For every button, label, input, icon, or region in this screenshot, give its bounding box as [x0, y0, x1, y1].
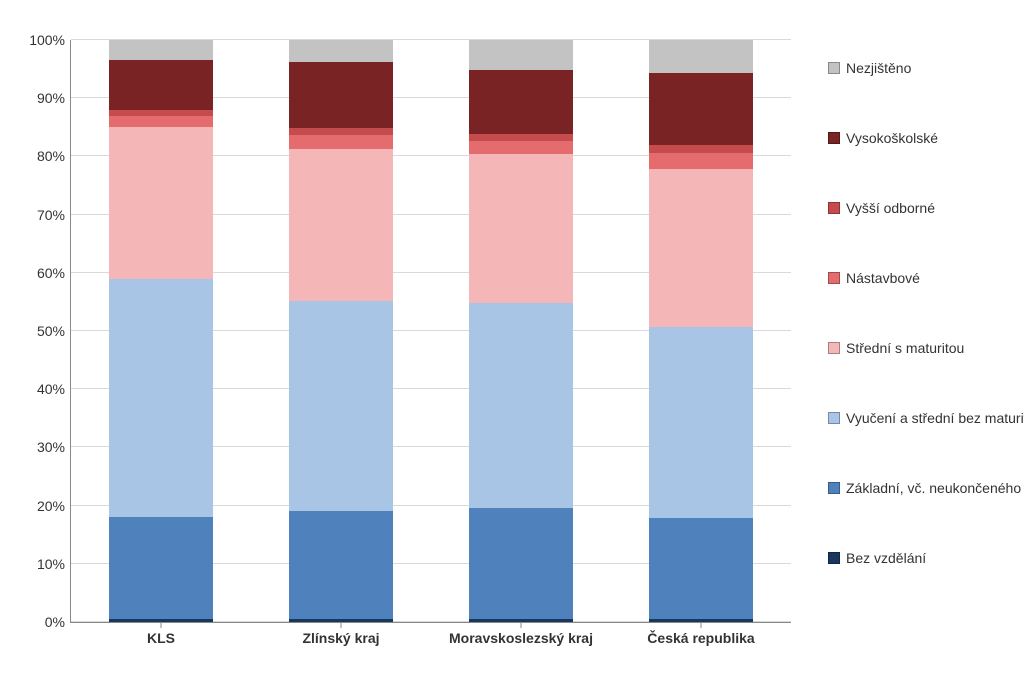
- bar-segment-zakladni: [109, 517, 213, 619]
- legend-swatch-zakladni: [828, 482, 840, 494]
- y-axis-tick-label: 20%: [37, 498, 71, 514]
- y-axis-tick-label: 90%: [37, 90, 71, 106]
- y-axis-tick-label: 100%: [29, 32, 71, 48]
- y-axis-tick-label: 70%: [37, 207, 71, 223]
- bar-segment-vysokoskolske: [289, 62, 393, 129]
- legend-item-vysokoskolske: Vysokoškolské: [828, 130, 938, 146]
- bar-segment-nastavbove: [289, 135, 393, 148]
- x-axis-tick-label: Česká republika: [647, 622, 754, 646]
- bar-segment-zakladni: [469, 508, 573, 619]
- bar-segment-vyuceni_stredni: [649, 327, 753, 518]
- legend-swatch-stredni_maturita: [828, 342, 840, 354]
- bar-segment-stredni_maturita: [109, 127, 213, 278]
- bar-segment-nezjisteno: [649, 40, 753, 73]
- legend-swatch-bez_vzdelani: [828, 552, 840, 564]
- legend-label: Bez vzdělání: [846, 550, 926, 566]
- bar-segment-nastavbove: [109, 116, 213, 128]
- legend-item-nastavbove: Nástavbové: [828, 270, 920, 286]
- bar-column: [649, 40, 753, 622]
- legend-item-zakladni: Základní, vč. neukončeného: [828, 480, 1021, 496]
- bar-segment-zakladni: [649, 518, 753, 619]
- legend-label: Vyučení a střední bez maturity: [846, 410, 1024, 426]
- bar-segment-nezjisteno: [289, 40, 393, 62]
- legend-label: Vyšší odborné: [846, 200, 935, 216]
- legend-swatch-nezjisteno: [828, 62, 840, 74]
- legend-label: Nezjištěno: [846, 60, 911, 76]
- bar-segment-nezjisteno: [109, 40, 213, 60]
- bar-segment-vyuceni_stredni: [109, 279, 213, 517]
- bar-segment-nastavbove: [469, 141, 573, 154]
- bar-segment-nezjisteno: [469, 40, 573, 70]
- bar-segment-stredni_maturita: [469, 154, 573, 303]
- x-axis-tick-label: KLS: [147, 622, 175, 646]
- legend-item-bez_vzdelani: Bez vzdělání: [828, 550, 926, 566]
- bar-segment-vyssi_odborne: [289, 128, 393, 135]
- legend-item-vyssi_odborne: Vyšší odborné: [828, 200, 935, 216]
- legend-item-vyuceni_stredni: Vyučení a střední bez maturity: [828, 410, 1024, 426]
- bar-column: [109, 40, 213, 622]
- chart-container: 0% 10% 20% 30% 40% 50% 60% 70% 80% 90% 100% KLS Zlín…: [0, 0, 1024, 682]
- bar-segment-vyssi_odborne: [469, 134, 573, 141]
- x-axis-tick-label: Zlínský kraj: [302, 622, 379, 646]
- x-axis-tick-label: Moravskoslezský kraj: [449, 622, 593, 646]
- legend-swatch-vyuceni_stredni: [828, 412, 840, 424]
- y-axis-tick-label: 10%: [37, 556, 71, 572]
- bar-segment-vyuceni_stredni: [469, 303, 573, 508]
- legend-swatch-vyssi_odborne: [828, 202, 840, 214]
- bar-segment-vysokoskolske: [109, 60, 213, 109]
- legend-swatch-nastavbove: [828, 272, 840, 284]
- bar-segment-vyuceni_stredni: [289, 301, 393, 511]
- y-axis-tick-label: 0%: [45, 614, 71, 630]
- bar-segment-vysokoskolske: [649, 73, 753, 146]
- legend-label: Nástavbové: [846, 270, 920, 286]
- bar-column: [469, 40, 573, 622]
- y-axis-tick-label: 50%: [37, 323, 71, 339]
- bar-column: [289, 40, 393, 622]
- bar-segment-nastavbove: [649, 153, 753, 169]
- legend-label: Střední s maturitou: [846, 340, 964, 356]
- bar-segment-vyssi_odborne: [109, 110, 213, 116]
- bar-segment-stredni_maturita: [289, 149, 393, 301]
- legend-item-nezjisteno: Nezjištěno: [828, 60, 911, 76]
- plot-area: 0%10%20%30%40%50%60%70%80%90%100%KLSZlín…: [70, 40, 791, 623]
- y-axis-tick-label: 40%: [37, 381, 71, 397]
- bar-segment-vysokoskolske: [469, 70, 573, 134]
- legend-label: Vysokoškolské: [846, 130, 938, 146]
- legend-swatch-vysokoskolske: [828, 132, 840, 144]
- y-axis-tick-label: 30%: [37, 439, 71, 455]
- bar-segment-vyssi_odborne: [649, 145, 753, 153]
- bar-segment-stredni_maturita: [649, 169, 753, 327]
- legend-item-stredni_maturita: Střední s maturitou: [828, 340, 964, 356]
- y-axis-tick-label: 60%: [37, 265, 71, 281]
- bar-segment-zakladni: [289, 511, 393, 619]
- y-axis-tick-label: 80%: [37, 148, 71, 164]
- legend-label: Základní, vč. neukončeného: [846, 480, 1021, 496]
